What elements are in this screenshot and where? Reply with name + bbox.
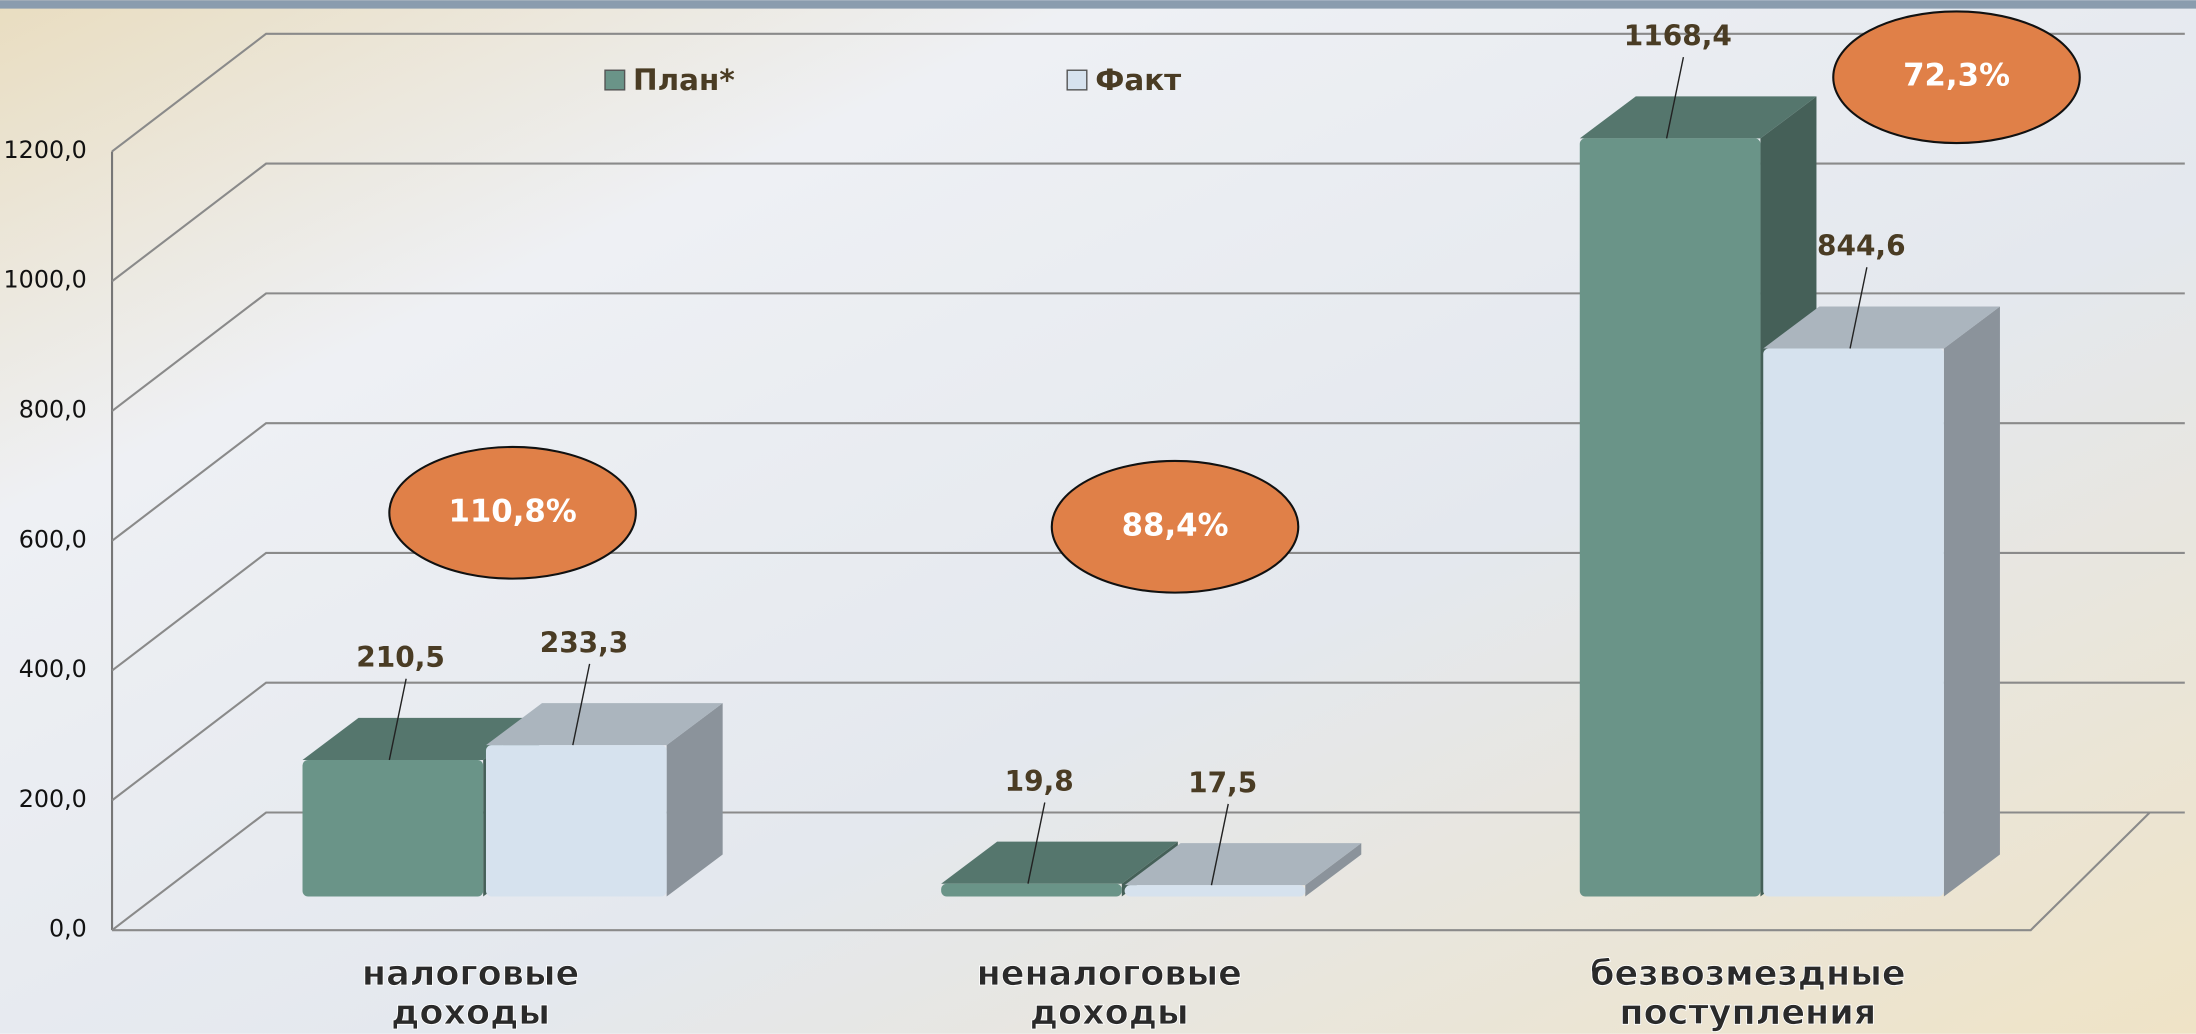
y-tick-label: 400,0 (19, 655, 87, 683)
value-label: 19,8 (1005, 765, 1074, 798)
legend-label: План* (633, 63, 735, 97)
value-label: 210,5 (356, 641, 445, 674)
percent-label: 110,8% (448, 493, 576, 529)
top-band (0, 0, 2196, 8)
legend-swatch (605, 70, 625, 90)
y-tick-label: 0,0 (49, 915, 87, 943)
value-label: 233,3 (540, 626, 629, 659)
chart: 0,0 200,0 400,0 600,0 800,0 1000,0 1200,0 План*… (0, 0, 2196, 1034)
percent-label: 72,3% (1903, 58, 2010, 94)
percent-label: 88,4% (1122, 507, 1229, 543)
y-tick-label: 200,0 (19, 785, 87, 813)
y-tick-label: 1200,0 (4, 136, 87, 164)
page: {"chart_data": {"type": "bar3d", "catego… (0, 0, 2196, 1034)
y-tick-label: 600,0 (19, 525, 87, 553)
bar (1763, 348, 1944, 896)
bar (486, 745, 667, 896)
legend-label: Факт (1095, 63, 1181, 97)
value-label: 17,5 (1188, 766, 1257, 799)
value-label: 844,6 (1817, 230, 1906, 263)
y-tick-label: 800,0 (19, 396, 87, 424)
bar (941, 884, 1122, 897)
bar (1125, 885, 1306, 896)
bar (303, 760, 484, 897)
y-tick-label: 1000,0 (4, 266, 87, 294)
bar (1580, 138, 1761, 896)
value-label: 1168,4 (1624, 20, 1732, 53)
bar-side (1944, 306, 2000, 896)
legend-swatch (1067, 70, 1087, 90)
